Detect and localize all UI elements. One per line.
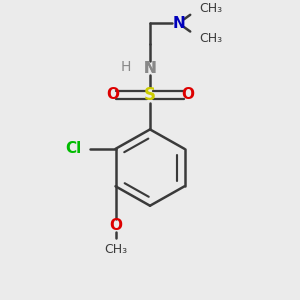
Text: O: O bbox=[106, 88, 119, 103]
Text: N: N bbox=[144, 61, 156, 76]
Text: CH₃: CH₃ bbox=[200, 2, 223, 15]
Text: S: S bbox=[144, 86, 156, 104]
Text: O: O bbox=[109, 218, 122, 233]
Text: N: N bbox=[144, 61, 156, 76]
Text: Cl: Cl bbox=[65, 141, 81, 156]
Text: O: O bbox=[181, 88, 194, 103]
Text: CH₃: CH₃ bbox=[104, 243, 127, 256]
Text: H: H bbox=[121, 60, 131, 74]
Text: N: N bbox=[172, 16, 185, 31]
Text: CH₃: CH₃ bbox=[200, 32, 223, 45]
